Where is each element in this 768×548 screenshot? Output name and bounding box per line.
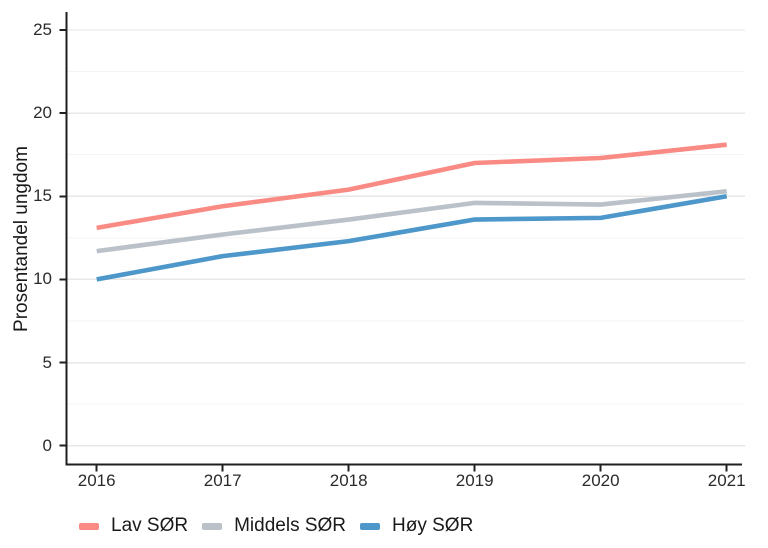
- legend-swatch-lav-sor: [79, 522, 99, 530]
- y-tick-label-0: 0: [42, 435, 52, 455]
- y-tick-label-10: 10: [33, 269, 52, 289]
- legend-item-lav-sor: Lav SØR: [79, 513, 188, 539]
- y-tick-label-15: 15: [33, 186, 52, 206]
- legend-item-hoy-sor: Høy SØR: [360, 513, 473, 539]
- y-tick-label-25: 25: [33, 19, 52, 39]
- legend-swatch-hoy-sor: [360, 522, 381, 530]
- legend-item-middels-sor: Middels SØR: [202, 513, 346, 539]
- y-tick-label-5: 5: [42, 352, 52, 372]
- series-line-middels-sor: [96, 188, 727, 254]
- legend-label-lav-sor: Lav SØR: [111, 515, 189, 536]
- x-tick-label-2019: 2019: [455, 471, 494, 490]
- y-tick-label-20: 20: [33, 103, 52, 123]
- x-tick-label-2018: 2018: [329, 471, 368, 490]
- x-tick-label-2016: 2016: [77, 471, 116, 490]
- y-axis-title: Prosentandel ungdom: [11, 146, 32, 332]
- legend: Lav SØR Middels SØR Høy SØR: [79, 513, 473, 539]
- legend-swatch-middels-sor: [202, 522, 223, 530]
- x-tick-label-2020: 2020: [581, 471, 620, 490]
- x-tick-label-2017: 2017: [203, 471, 242, 490]
- series-line-lav-sor: [96, 142, 727, 231]
- legend-label-middels-sor: Middels SØR: [234, 515, 347, 536]
- legend-label-hoy-sor: Høy SØR: [392, 515, 474, 536]
- x-tick-label-2021: 2021: [707, 471, 746, 490]
- series-line-hoy-sor: [96, 193, 728, 282]
